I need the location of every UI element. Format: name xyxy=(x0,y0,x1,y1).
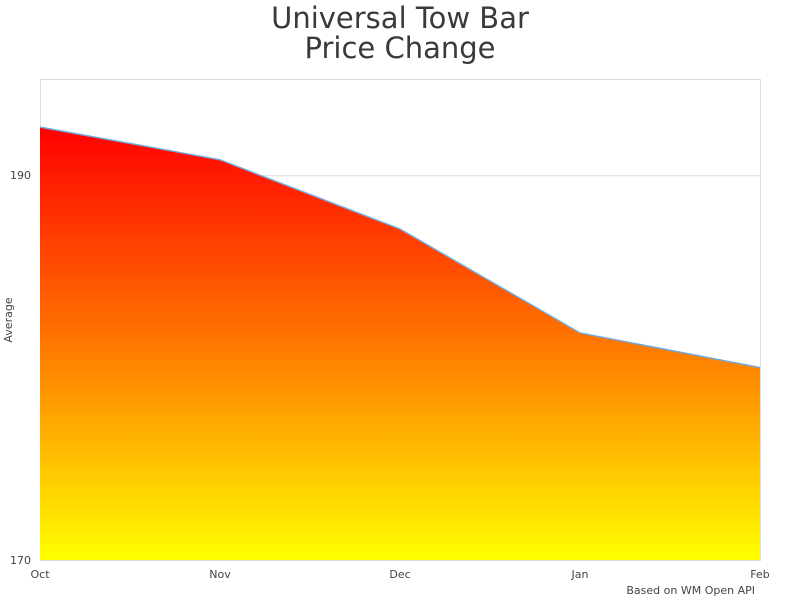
line-series xyxy=(39,126,761,369)
area-series xyxy=(40,127,760,560)
x-axis-ticks: Oct Nov Dec Jan Feb xyxy=(30,568,769,581)
chart-title: Universal Tow Bar Price Change xyxy=(0,0,800,63)
chart-title-line-1: Universal Tow Bar xyxy=(271,1,529,35)
chart-title-line-2: Price Change xyxy=(304,31,496,65)
y-axis-ticks: 170 190 xyxy=(10,169,31,567)
y-tick-label: 170 xyxy=(10,554,31,567)
y-tick-label: 190 xyxy=(10,169,31,182)
x-tick-label: Nov xyxy=(209,568,231,581)
credit-text: Based on WM Open API xyxy=(626,584,755,597)
x-tick-label: Feb xyxy=(750,568,769,581)
x-tick-label: Dec xyxy=(389,568,410,581)
x-tick-label: Oct xyxy=(30,568,50,581)
x-tick-label: Jan xyxy=(571,568,589,581)
y-axis-label: Average xyxy=(2,297,15,342)
